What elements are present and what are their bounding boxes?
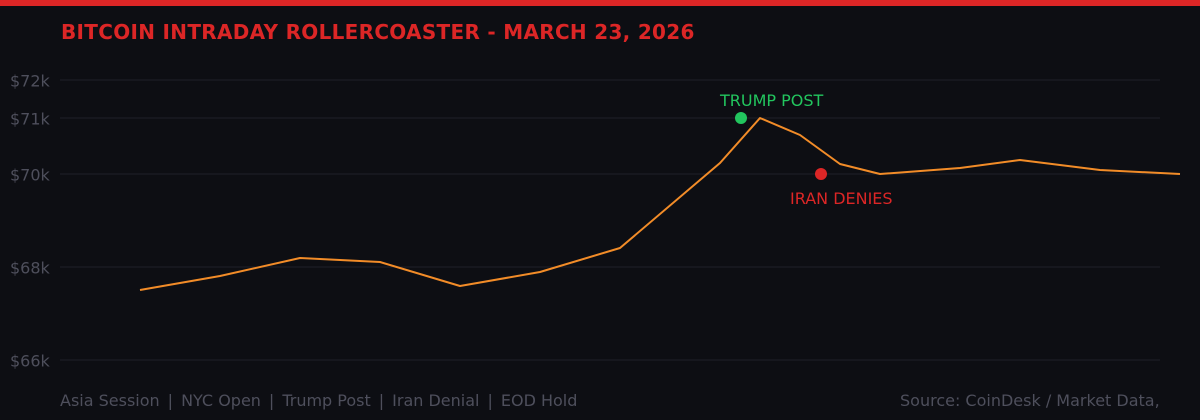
separator: | bbox=[268, 391, 275, 410]
iran-denies-marker bbox=[815, 168, 827, 180]
session-nyc-open: NYC Open bbox=[181, 391, 261, 410]
separator: | bbox=[167, 391, 174, 410]
top-accent-bar bbox=[0, 0, 1200, 6]
y-tick-71k: $71k bbox=[10, 109, 50, 129]
y-tick-70k: $70k bbox=[10, 165, 50, 185]
iran-denies-annotation: IRAN DENIES bbox=[790, 189, 893, 208]
session-iran-denial: Iran Denial bbox=[392, 391, 480, 410]
y-tick-68k: $68k bbox=[10, 258, 50, 278]
separator: | bbox=[378, 391, 385, 410]
session-asia: Asia Session bbox=[60, 391, 160, 410]
trump-post-annotation: TRUMP POST bbox=[720, 91, 824, 110]
session-labels: Asia Session | NYC Open | Trump Post | Iran De… bbox=[60, 391, 577, 410]
y-tick-66k: $66k bbox=[10, 351, 50, 371]
y-tick-72k: $72k bbox=[10, 71, 50, 91]
trump-post-marker bbox=[735, 112, 747, 124]
chart-title: BITCOIN INTRADAY ROLLERCOASTER - MARCH 2… bbox=[61, 20, 695, 44]
source-note: Source: CoinDesk / Market Data, bbox=[900, 391, 1160, 410]
session-eod-hold: EOD Hold bbox=[500, 391, 578, 410]
separator: | bbox=[487, 391, 493, 410]
price-line bbox=[139, 117, 1181, 291]
session-trump-post: Trump Post bbox=[282, 391, 371, 410]
